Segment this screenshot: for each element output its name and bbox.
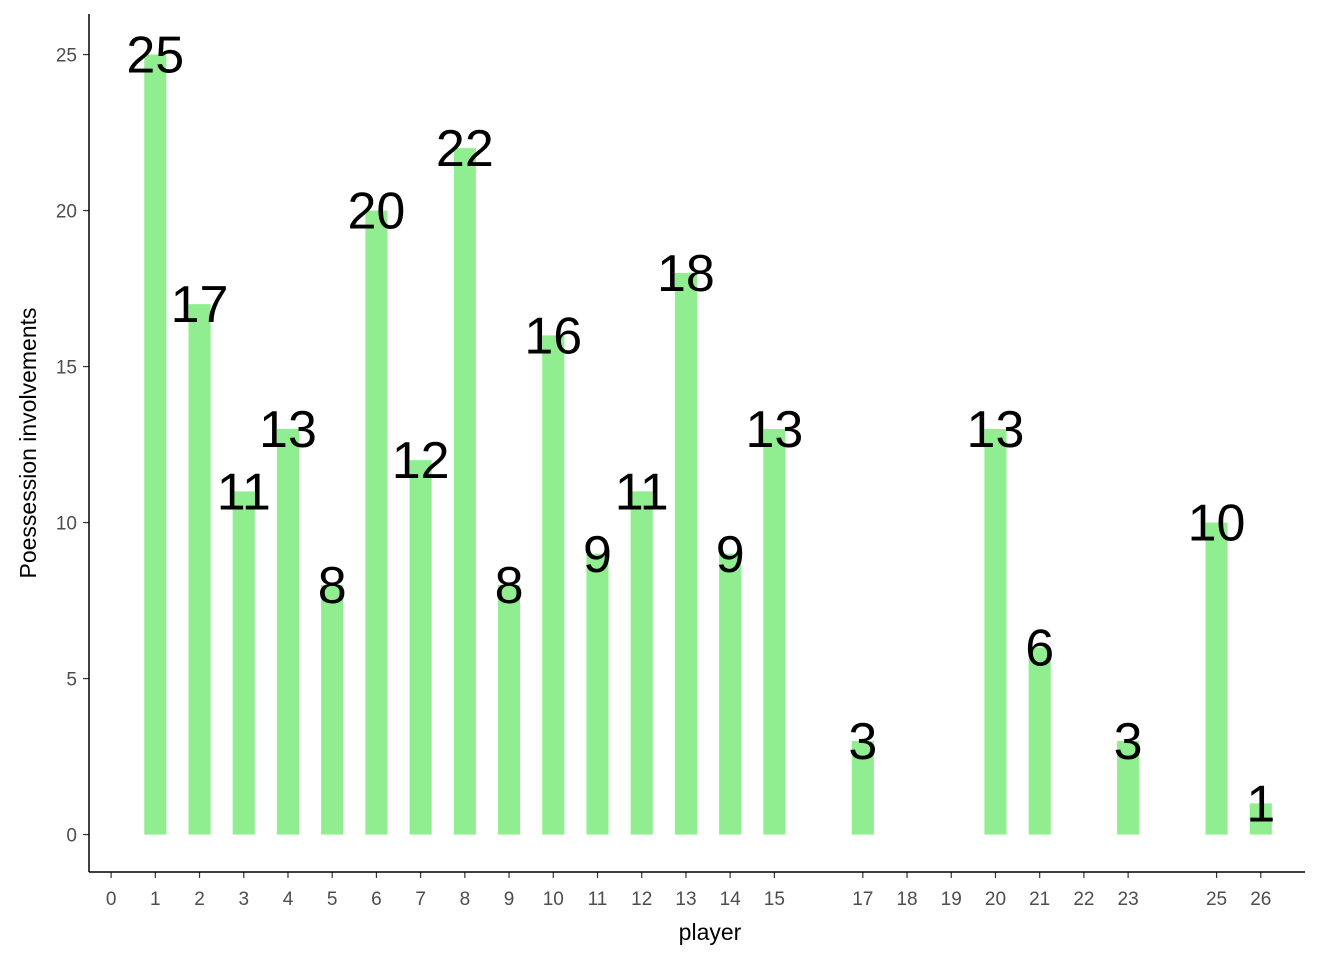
x-tick-label: 6 xyxy=(371,889,382,910)
x-tick-label: 12 xyxy=(631,889,652,910)
value-label: 11 xyxy=(615,463,669,521)
x-tick-label: 15 xyxy=(764,889,785,910)
bar xyxy=(232,491,255,835)
value-label: 20 xyxy=(347,183,405,241)
value-label: 16 xyxy=(524,307,582,365)
bar xyxy=(276,428,300,835)
y-tick-label: 25 xyxy=(56,46,77,67)
bar xyxy=(321,584,344,835)
x-tick-label: 2 xyxy=(194,889,205,910)
x-tick-label: 10 xyxy=(543,889,564,910)
bar xyxy=(674,272,697,835)
x-tick-label: 11 xyxy=(588,889,608,910)
y-tick-label: 15 xyxy=(56,358,77,379)
bar xyxy=(630,491,653,835)
x-tick-label: 13 xyxy=(675,889,696,910)
value-label: 25 xyxy=(126,27,184,85)
bar xyxy=(409,460,432,835)
value-label: 12 xyxy=(392,432,450,490)
value-label: 1 xyxy=(1246,775,1275,833)
bar xyxy=(851,740,874,835)
x-tick-label: 25 xyxy=(1206,889,1227,910)
x-tick-label: 26 xyxy=(1250,889,1271,910)
x-tick-label: 9 xyxy=(504,889,515,910)
bar xyxy=(1117,740,1140,835)
value-label: 3 xyxy=(1114,713,1143,771)
bar xyxy=(365,210,388,835)
x-tick-label: 3 xyxy=(238,889,249,910)
value-label: 8 xyxy=(495,557,524,615)
bar xyxy=(498,584,521,835)
x-tick-label: 1 xyxy=(150,889,161,910)
value-label: 11 xyxy=(217,463,271,521)
bar xyxy=(453,148,476,835)
x-tick-label: 19 xyxy=(941,889,962,910)
bar xyxy=(763,428,786,835)
x-tick-label: 22 xyxy=(1073,889,1094,910)
y-tick-label: 5 xyxy=(66,670,77,691)
value-label: 22 xyxy=(436,120,494,178)
x-tick-label: 14 xyxy=(720,889,742,910)
value-label: 3 xyxy=(848,713,877,771)
bar xyxy=(1249,803,1272,835)
bar xyxy=(984,428,1007,835)
value-label: 9 xyxy=(716,526,745,584)
x-tick-label: 5 xyxy=(327,889,338,910)
value-label: 10 xyxy=(1188,495,1246,553)
x-tick-label: 0 xyxy=(106,889,117,910)
value-label: 17 xyxy=(171,276,229,334)
value-label: 13 xyxy=(745,401,803,459)
x-tick-label: 20 xyxy=(985,889,1006,910)
value-label: 6 xyxy=(1025,619,1054,677)
bar xyxy=(586,553,609,835)
bar xyxy=(188,304,211,835)
value-label: 13 xyxy=(967,401,1025,459)
y-tick-label: 0 xyxy=(66,826,77,847)
bar xyxy=(542,335,565,835)
value-label: 9 xyxy=(583,526,612,584)
x-tick-label: 18 xyxy=(896,889,917,910)
value-label: 18 xyxy=(657,245,715,303)
y-tick-label: 20 xyxy=(56,202,77,223)
x-tick-label: 23 xyxy=(1118,889,1139,910)
y-axis-title: Poessession involvements xyxy=(15,307,41,578)
bar xyxy=(719,553,742,835)
x-tick-label: 8 xyxy=(460,889,471,910)
x-tick-label: 4 xyxy=(283,889,294,910)
y-tick-label: 10 xyxy=(56,514,77,535)
x-axis-title: player xyxy=(679,919,742,945)
bar xyxy=(144,54,167,835)
x-tick-label: 21 xyxy=(1029,889,1050,910)
value-label: 13 xyxy=(259,401,317,459)
bar xyxy=(1205,522,1228,835)
x-tick-label: 17 xyxy=(852,889,873,910)
value-label: 8 xyxy=(318,557,347,615)
x-tick-label: 7 xyxy=(415,889,426,910)
bar xyxy=(1028,647,1051,835)
